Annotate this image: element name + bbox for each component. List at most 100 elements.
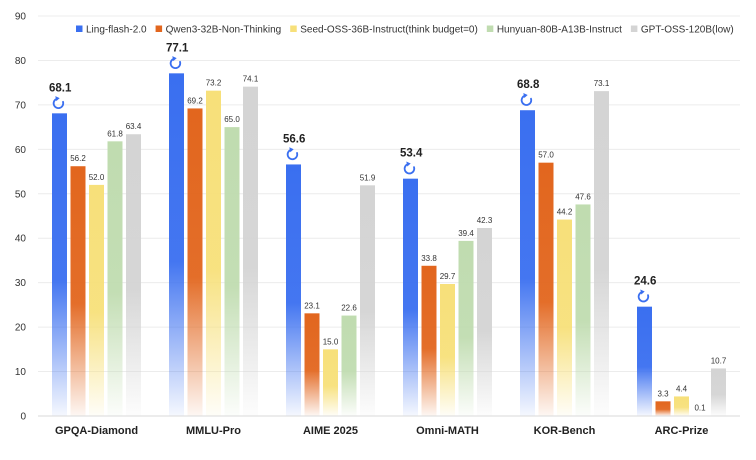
data-label: 65.0 <box>224 115 240 124</box>
x-tick-label: KOR-Bench <box>534 425 596 437</box>
bar-qwen3-32b-non-thinking <box>538 162 554 416</box>
bar-qwen3-32b-non-thinking <box>187 108 203 416</box>
x-tick-label: Omni-MATH <box>416 425 479 437</box>
data-label: 56.2 <box>70 154 86 163</box>
data-label: 68.1 <box>49 82 72 94</box>
ling-logo-icon <box>52 96 65 109</box>
legend-swatch <box>155 25 163 32</box>
bar-qwen3-32b-non-thinking <box>304 313 320 416</box>
legend-item: GPT-OSS-120B(low) <box>630 25 734 36</box>
bar-qwen3-32b-non-thinking <box>655 401 671 416</box>
data-label: 52.0 <box>89 173 105 182</box>
data-label: 10.7 <box>711 356 727 365</box>
data-label: 56.6 <box>283 133 305 145</box>
bar-ling-flash-2-0 <box>637 306 652 416</box>
ling-logo-icon <box>403 161 416 175</box>
legend-swatch <box>76 25 83 32</box>
bar-hunyuan-80b-a13b-instruct <box>224 127 240 416</box>
legend-swatch <box>630 25 638 32</box>
data-label: 24.6 <box>634 276 656 288</box>
value-labels: 68.1 56.2 52.0 61.863.4 77.1 69.273.2 65.0 74.1… <box>49 42 727 412</box>
data-label: 47.6 <box>575 192 591 201</box>
bar-hunyuan-80b-a13b-instruct <box>575 204 591 416</box>
data-label: 4.4 <box>676 384 688 393</box>
bar-seed-oss-36b-instruct-think-budget-0 <box>206 90 221 417</box>
bar-ling-flash-2-0 <box>520 110 535 416</box>
data-label: 69.2 <box>187 96 203 105</box>
bar-gpt-oss-120b-low <box>360 185 375 416</box>
data-label: 68.8 <box>517 79 540 91</box>
data-label: 29.7 <box>440 272 456 281</box>
bar-hunyuan-80b-a13b-instruct <box>107 141 123 417</box>
bar-seed-oss-36b-instruct-think-budget-0 <box>440 284 455 416</box>
legend-swatch <box>290 25 297 32</box>
data-label: 15.0 <box>323 337 339 346</box>
data-label: 44.2 <box>557 208 573 217</box>
data-label: 33.8 <box>421 254 437 263</box>
data-label: 73.2 <box>206 79 222 88</box>
y-tick-label: 50 <box>15 189 27 200</box>
bar-ling-flash-2-0 <box>52 113 67 416</box>
bar-gpt-oss-120b-low <box>126 134 141 416</box>
legend: Ling-flash-2.0 Qwen3-32B-Non-Thinking Seed… <box>76 25 734 36</box>
x-tick-label: ARC-Prize <box>655 425 709 437</box>
data-label: 23.1 <box>304 301 320 310</box>
y-tick-label: 0 <box>20 412 26 423</box>
y-tick-label: 40 <box>15 234 27 245</box>
data-label: 74.1 <box>243 75 259 84</box>
bar-ling-flash-2-0 <box>403 178 418 416</box>
bar-gpt-oss-120b-low <box>594 91 609 416</box>
data-label: 77.1 <box>166 42 189 54</box>
bar-ling-flash-2-0 <box>286 164 301 416</box>
x-tick-label: GPQA-Diamond <box>55 425 138 437</box>
data-label: 42.3 <box>477 216 493 225</box>
y-tick-label: 90 <box>15 12 27 23</box>
bar-qwen3-32b-non-thinking <box>421 265 437 416</box>
legend-item: Hunyuan-80B-A13B-Instruct <box>486 25 622 36</box>
data-label: 0.1 <box>694 404 706 413</box>
y-tick-label: 70 <box>15 100 27 111</box>
y-tick-label: 60 <box>15 145 27 156</box>
bar-seed-oss-36b-instruct-think-budget-0 <box>557 219 572 416</box>
data-label: 39.4 <box>458 229 474 238</box>
x-tick-label: MMLU-Pro <box>186 425 241 437</box>
bar-seed-oss-36b-instruct-think-budget-0 <box>89 184 104 416</box>
bar-seed-oss-36b-instruct-think-budget-0 <box>674 396 689 416</box>
data-label: 57.0 <box>538 151 554 160</box>
x-axis: GPQA-Diamond MMLU-Pro AIME 2025 Omni-MATH KO… <box>55 425 708 437</box>
bar-hunyuan-80b-a13b-instruct <box>341 315 357 416</box>
legend-label: Hunyuan-80B-A13B-Instruct <box>497 25 622 36</box>
y-tick-label: 10 <box>15 367 27 378</box>
legend-item: Seed-OSS-36B-Instruct(think budget=0) <box>290 25 478 36</box>
bar-gpt-oss-120b-low <box>477 228 492 416</box>
gridlines <box>38 15 740 417</box>
ling-logo-icon <box>520 93 533 106</box>
y-tick-label: 20 <box>15 323 27 334</box>
legend-label: Ling-flash-2.0 <box>86 25 147 36</box>
bars <box>52 73 726 417</box>
bar-ling-flash-2-0 <box>169 73 184 416</box>
data-label: 51.9 <box>360 173 376 182</box>
y-tick-label: 80 <box>15 56 27 67</box>
legend-label: Seed-OSS-36B-Instruct(think budget=0) <box>300 25 478 36</box>
bar-qwen3-32b-non-thinking <box>70 166 86 416</box>
legend-swatch <box>486 25 494 32</box>
legend-label: GPT-OSS-120B(low) <box>641 25 734 36</box>
ling-logo-icon <box>169 56 182 69</box>
x-tick-label: AIME 2025 <box>303 425 358 437</box>
data-label: 3.3 <box>657 389 669 398</box>
data-label: 22.6 <box>341 304 357 313</box>
y-tick-label: 30 <box>15 278 27 289</box>
data-label: 53.4 <box>400 148 423 160</box>
legend-label: Qwen3-32B-Non-Thinking <box>166 25 282 36</box>
ling-logo-icon <box>637 289 650 303</box>
y-axis: 0 10 20 30 40 50 60 70 80 90 <box>15 12 27 423</box>
legend-item: Ling-flash-2.0 <box>76 25 147 36</box>
bar-gpt-oss-120b-low <box>711 368 726 416</box>
legend-item: Qwen3-32B-Non-Thinking <box>155 25 282 36</box>
data-label: 61.8 <box>107 129 123 138</box>
bar-seed-oss-36b-instruct-think-budget-0 <box>323 349 338 416</box>
bar-hunyuan-80b-a13b-instruct <box>458 240 474 416</box>
